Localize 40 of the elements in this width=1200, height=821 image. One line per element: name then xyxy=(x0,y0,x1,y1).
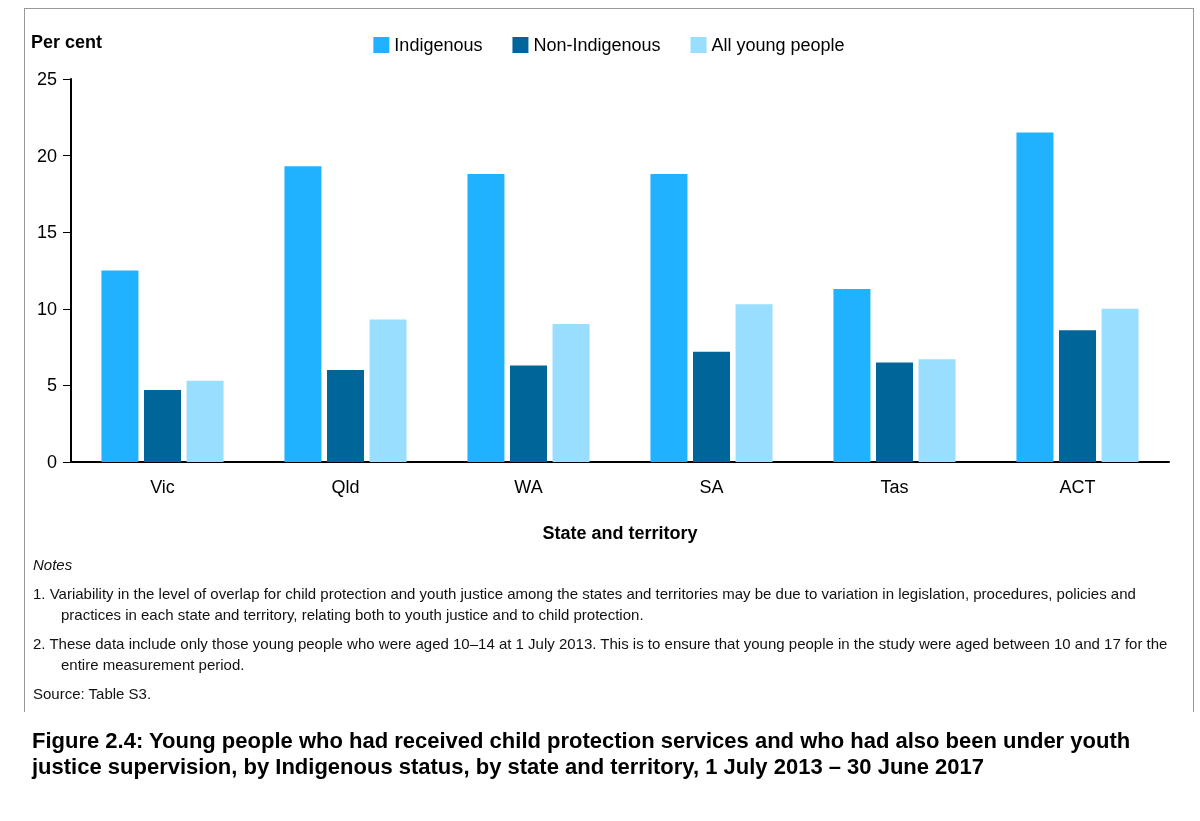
bar xyxy=(876,362,913,462)
text: 1. Variability in the level of overlap for child protection and youth justice among the states and territories may be due to variation in legislation, procedures, policies and practices in each state and territory, relating both to youth justice and to child protection. xyxy=(33,584,1137,625)
bar xyxy=(369,319,407,462)
bar xyxy=(693,351,730,462)
legend-label: Indigenous xyxy=(394,35,483,55)
bar xyxy=(833,288,871,462)
y-tick-label: 10 xyxy=(36,298,57,319)
y-tick-label: 25 xyxy=(36,69,57,89)
bar xyxy=(918,359,956,462)
bar xyxy=(650,173,688,462)
bar xyxy=(186,380,224,462)
text: 2. These data include only those young people who were aged 10–14 at 1 July 2013. This is to ensure that young people in the study were aged between 10 and 17 for the entire measurement period. xyxy=(33,634,1169,675)
bar xyxy=(467,173,505,462)
legend-label: Non-Indigenous xyxy=(533,35,661,55)
bar xyxy=(144,390,181,462)
x-axis-title: State and territory xyxy=(542,523,698,543)
bar xyxy=(327,370,364,462)
bar xyxy=(1059,330,1096,462)
x-tick-label: ACT xyxy=(1059,477,1096,497)
y-axis-title: Per cent xyxy=(31,32,103,52)
x-tick-label: WA xyxy=(514,477,543,497)
bar xyxy=(101,270,139,462)
y-tick-label: 5 xyxy=(46,375,57,396)
text: Notes xyxy=(33,555,74,575)
y-tick-label: 0 xyxy=(46,452,57,472)
y-tick-label: 15 xyxy=(36,222,57,243)
bar xyxy=(1101,308,1139,462)
x-tick-label: Tas xyxy=(880,477,909,497)
bar xyxy=(510,365,547,462)
bar xyxy=(735,304,773,462)
x-tick-label: SA xyxy=(699,477,724,497)
source-note: Source: Table S3. xyxy=(33,684,153,704)
bar xyxy=(284,166,322,462)
text: Figure 2.4: Young people who had received child protection services and who had also been under youth justice supervision, by Indigenous status, by state and territory, 1 July 2013 – 30 June 2017 xyxy=(32,728,1132,780)
legend-label: All young people xyxy=(711,35,845,55)
y-tick-label: 20 xyxy=(36,145,57,166)
bar xyxy=(1016,132,1054,462)
x-tick-label: Qld xyxy=(331,477,360,497)
x-tick-label: Vic xyxy=(150,477,175,497)
bar xyxy=(552,324,590,462)
